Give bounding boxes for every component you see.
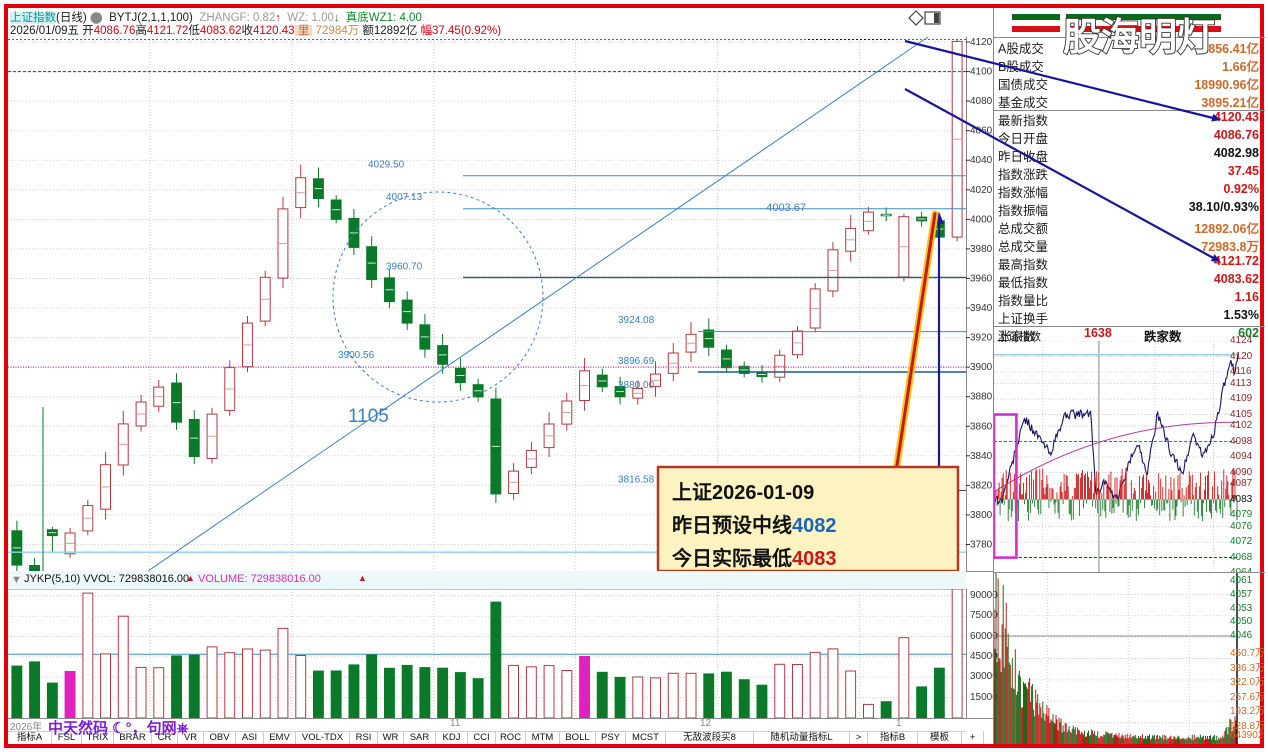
svg-text:3840: 3840 — [970, 451, 993, 462]
svg-text:3880: 3880 — [970, 392, 993, 403]
svg-text:3900: 3900 — [970, 362, 993, 373]
svg-text:4120: 4120 — [970, 37, 993, 48]
svg-text:4060: 4060 — [970, 126, 993, 137]
svg-text:4040: 4040 — [970, 155, 993, 166]
svg-text:4000: 4000 — [970, 214, 993, 225]
svg-text:3780: 3780 — [970, 540, 993, 551]
svg-text:3960: 3960 — [970, 274, 993, 285]
svg-text:3920: 3920 — [970, 333, 993, 344]
svg-text:3940: 3940 — [970, 303, 993, 314]
svg-text:3800: 3800 — [970, 510, 993, 521]
svg-text:4080: 4080 — [970, 96, 993, 107]
svg-text:股海明灯: 股海明灯 — [1063, 17, 1215, 59]
svg-text:3860: 3860 — [970, 421, 993, 432]
svg-text:3980: 3980 — [970, 244, 993, 255]
svg-text:4100: 4100 — [970, 67, 993, 78]
svg-text:3820: 3820 — [970, 480, 993, 491]
svg-text:4020: 4020 — [970, 185, 993, 196]
